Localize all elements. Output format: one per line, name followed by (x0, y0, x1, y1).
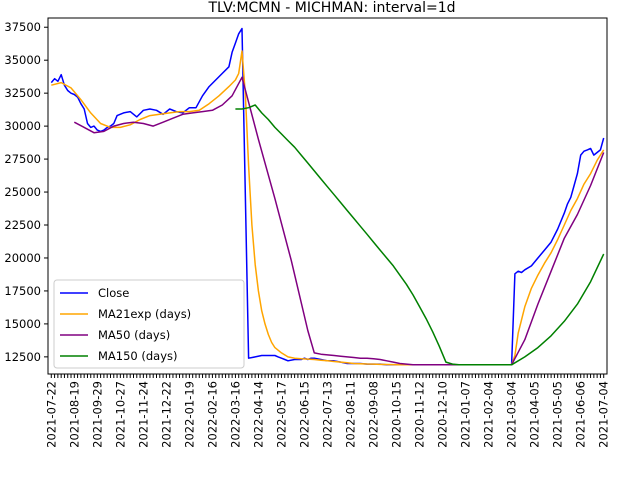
x-tick-label: 2022-06-15 (297, 381, 311, 448)
x-tick-label: 2022-01-19 (182, 381, 196, 448)
legend-box (53, 279, 245, 369)
x-tick-label: 2021-07-04 (597, 381, 611, 448)
y-tick-label: 27500 (4, 152, 41, 166)
y-tick-label: 12500 (4, 350, 41, 364)
x-tick-label: 2021-07-22 (44, 381, 58, 448)
x-tick-label: 2021-04-05 (528, 381, 542, 448)
y-tick-label: 15000 (4, 317, 41, 331)
x-tick-label: 2021-11-24 (136, 381, 150, 448)
legend: Close MA21exp (days) MA50 (days) MA150 (day… (53, 279, 245, 369)
x-tick-label: 2022-09-08 (367, 381, 381, 448)
x-tick-label: 2022-02-16 (205, 381, 219, 448)
series-line-1 (51, 50, 605, 366)
x-tick-label: 2021-02-04 (482, 381, 496, 448)
x-tick-label: 2020-10-15 (390, 381, 404, 448)
y-tick-label: 37500 (4, 20, 41, 34)
chart-title: TLV:MCMN - MICHMAN: interval=1d (207, 0, 455, 16)
x-tick-label: 2021-03-04 (505, 381, 519, 448)
x-tick-label: 2021-05-05 (551, 381, 565, 448)
y-tick-label: 22500 (4, 218, 41, 232)
legend-label: Close (98, 286, 129, 300)
x-tick-label: 2021-01-07 (459, 381, 473, 448)
x-tick-label: 2021-12-22 (159, 381, 173, 448)
x-tick-label: 2021-09-29 (90, 381, 104, 448)
y-tick-label: 17500 (4, 284, 41, 298)
x-tick-label: 2021-08-19 (67, 381, 81, 448)
x-tick-label: 2020-11-12 (413, 381, 427, 448)
x-axis: 2021-07-22 2021-08-19 2021-09-29 2021-10-27… (44, 374, 611, 448)
y-tick-label: 32500 (4, 86, 41, 100)
y-tick-label: 25000 (4, 185, 41, 199)
legend-label: MA150 (days) (98, 349, 178, 363)
x-tick-label: 2022-07-13 (321, 381, 335, 448)
x-tick-label: 2022-05-17 (274, 381, 288, 448)
x-tick-label: 2022-04-14 (251, 381, 265, 448)
y-axis: 12500 15000 17500 20000 22500 25000 27500 30000… (4, 20, 48, 364)
x-tick-label: 2020-12-10 (436, 381, 450, 448)
x-tick-label: 2022-03-16 (228, 381, 242, 448)
series-line-3 (235, 104, 605, 366)
legend-label: MA21exp (days) (98, 307, 191, 321)
y-tick-label: 35000 (4, 53, 41, 67)
plot-lines (50, 27, 605, 366)
y-tick-label: 30000 (4, 119, 41, 133)
x-tick-label: 2021-06-06 (574, 381, 588, 448)
x-tick-label: 2022-08-11 (344, 381, 358, 448)
x-tick-label: 2021-10-27 (113, 381, 127, 448)
legend-label: MA50 (days) (98, 328, 170, 342)
y-tick-label: 20000 (4, 251, 41, 265)
